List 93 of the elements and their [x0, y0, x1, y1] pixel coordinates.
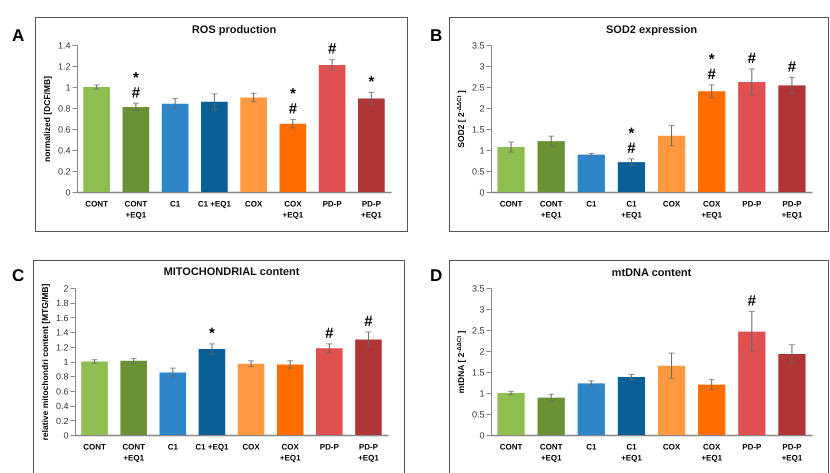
y-tick-label: 1 [479, 146, 484, 156]
x-tick-label: C1 [586, 200, 597, 208]
y-tick-label: 1.4 [58, 40, 70, 50]
annotation: # [364, 313, 374, 330]
y-tick-label: 1.2 [58, 62, 70, 72]
annotation: * [368, 73, 374, 90]
y-tick-label: 0.2 [56, 416, 68, 426]
y-tick-label: 0.8 [56, 372, 68, 382]
y-tick-label: 0.4 [58, 146, 70, 156]
y-axis-title: relative mitochondri content [MTG/MB] [40, 283, 50, 440]
x-tick-label: PD-P [322, 200, 342, 208]
x-tick-label: COX [242, 442, 260, 452]
annotation: * [628, 124, 635, 142]
x-tick-label: COX [662, 200, 681, 208]
x-tick-label: COX +EQ1 [282, 200, 304, 220]
y-tick-label: 0 [65, 188, 70, 198]
x-tick-label: PD-P +EQ1 [358, 442, 380, 462]
text: B [430, 26, 442, 46]
x-tick-label: C1 [170, 200, 181, 208]
annotation: * [708, 50, 715, 68]
y-tick-label: 1 [63, 357, 68, 367]
y-tick-label: 2.5 [472, 82, 484, 92]
x-tick-label: C1 +EQ1 [621, 442, 642, 462]
text: D [430, 266, 442, 286]
y-tick-label: 2 [479, 346, 484, 356]
annotation: # [627, 140, 636, 157]
x-tick-label: C1 +EQ1 [195, 442, 230, 452]
y-tick-label: 2.5 [472, 326, 484, 336]
annotation: # [748, 292, 757, 310]
text: C [12, 266, 24, 286]
x-tick-label: COX +EQ1 [280, 442, 302, 462]
y-tick-label: 0.4 [56, 401, 68, 412]
chart-title: mtDNA content [612, 267, 692, 279]
x-tick-label: COX [244, 200, 263, 208]
annotation: * [132, 69, 139, 86]
y-tick-label: 3 [479, 62, 484, 72]
x-tick-label: C1 +EQ1 [621, 200, 642, 220]
y-tick-label: 0 [479, 188, 484, 198]
x-tick-label: PD-P +EQ1 [782, 200, 803, 220]
x-tick-label: CONT [83, 442, 106, 452]
y-tick-label: 1.6 [56, 312, 68, 323]
x-tick-label: COX +EQ1 [701, 442, 723, 462]
x-tick-label: PD-P +EQ1 [361, 200, 382, 220]
x-tick-label: CONT +EQ1 [122, 442, 146, 462]
y-tick-label: 0 [63, 430, 68, 440]
x-tick-label: CONT [85, 200, 108, 208]
chart-title: ROS production [192, 24, 276, 36]
y-tick-label: 1.5 [472, 124, 484, 134]
x-tick-label: CONT [500, 442, 523, 452]
annotation: # [788, 58, 797, 76]
x-tick-label: PD-P [742, 442, 762, 452]
y-tick-label: 0 [479, 430, 484, 440]
chart-title: SOD2 expression [606, 24, 698, 36]
y-tick-label: 0.6 [56, 386, 68, 396]
x-tick-label: COX [662, 442, 681, 452]
y-axis-title: normalized [DCF/MB] [42, 76, 52, 162]
x-tick-label: PD-P [742, 200, 762, 208]
y-tick-label: 1.2 [56, 342, 68, 352]
y-tick-label: 0.8 [58, 104, 70, 114]
y-tick-label: 1.8 [56, 298, 68, 308]
y-tick-label: 2 [479, 104, 484, 114]
x-tick-label: C1 [168, 442, 178, 452]
x-tick-label: CONT +EQ1 [540, 200, 563, 220]
y-tick-label: 1 [65, 82, 70, 92]
chart-title: MITOCHONDRIAL content [164, 266, 300, 278]
y-tick-label: 3 [479, 304, 484, 314]
text: A [12, 26, 24, 46]
annotation: # [288, 100, 298, 118]
x-tick-label: CONT +EQ1 [124, 200, 148, 220]
y-tick-label: 1.4 [56, 328, 68, 338]
x-tick-label: C1 +EQ1 [198, 200, 232, 208]
annotation: * [209, 324, 216, 342]
annotation: # [325, 324, 334, 342]
y-tick-label: 3.5 [472, 40, 484, 50]
annotation: # [132, 84, 141, 102]
y-tick-label: 0.2 [58, 166, 70, 176]
x-tick-label: C1 [586, 442, 597, 452]
y-tick-label: 0.5 [472, 166, 484, 176]
y-tick-label: 1.5 [472, 368, 484, 378]
x-tick-label: PD-P [320, 442, 340, 452]
y-tick-label: 0.5 [472, 410, 484, 420]
x-tick-label: CONT [500, 200, 523, 208]
annotation: * [290, 86, 296, 103]
y-tick-label: 2 [63, 284, 68, 294]
y-tick-label: 3.5 [472, 284, 484, 294]
x-tick-label: PD-P +EQ1 [782, 442, 803, 462]
annotation: # [748, 50, 757, 67]
y-tick-label: 1 [479, 388, 484, 398]
x-tick-label: COX +EQ1 [701, 200, 723, 220]
y-tick-label: 0.6 [58, 124, 70, 134]
x-tick-label: CONT +EQ1 [540, 442, 563, 462]
annotation: # [328, 40, 337, 58]
annotation: # [708, 66, 717, 83]
